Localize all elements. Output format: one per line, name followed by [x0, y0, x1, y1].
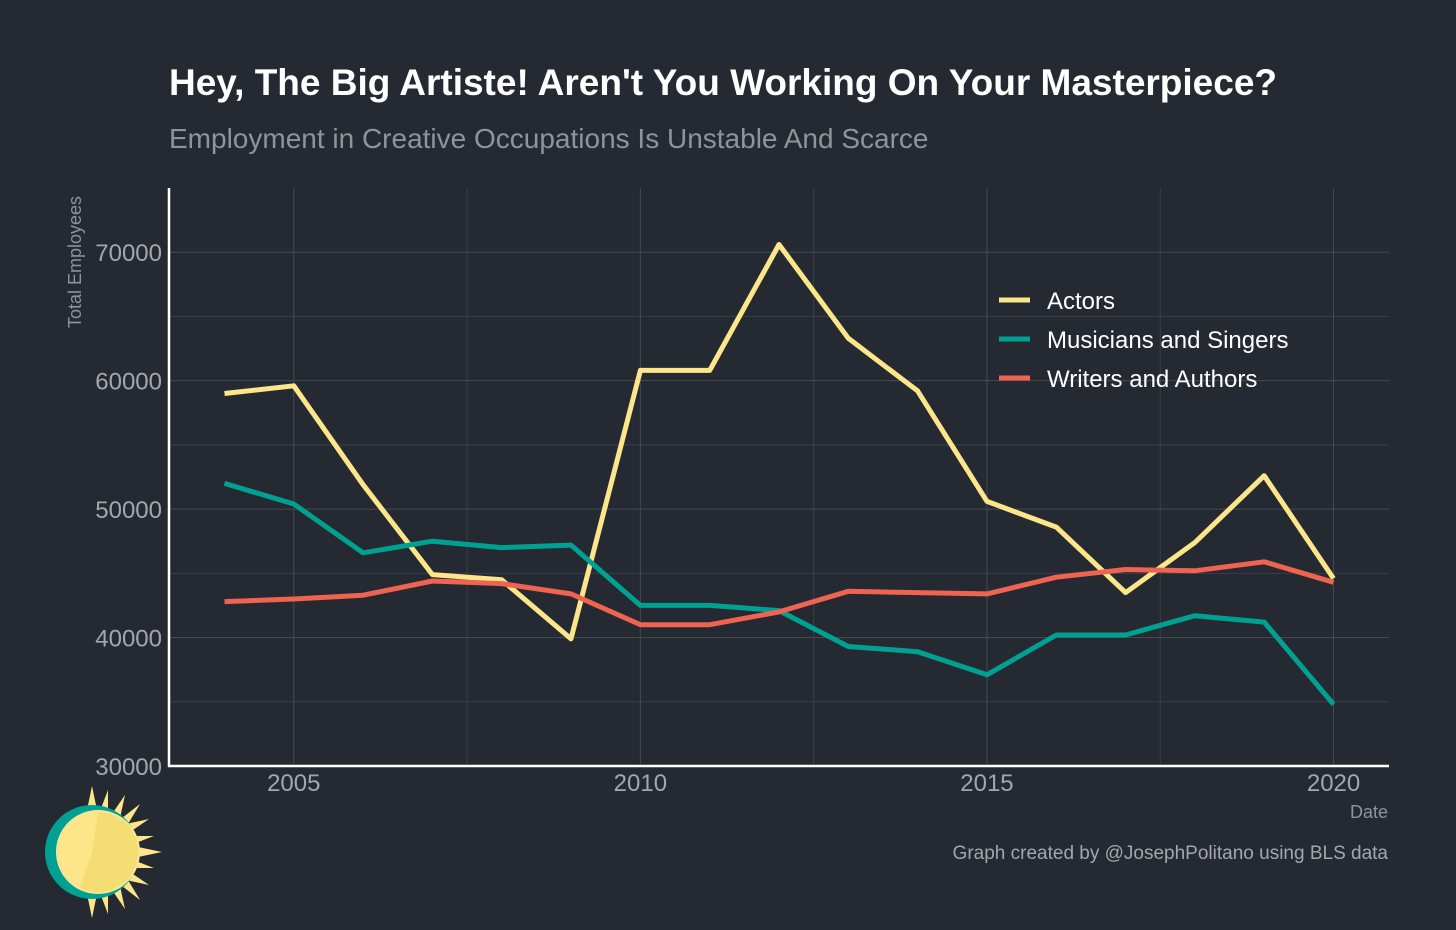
y-tick-label: 70000 [95, 240, 162, 267]
x-axis-title: Date [1350, 802, 1388, 822]
series-layer [223, 242, 1336, 706]
y-tick-label: 30000 [95, 754, 162, 781]
x-tick-label: 2005 [267, 770, 320, 797]
y-tick-label: 50000 [95, 497, 162, 524]
grid [169, 188, 1389, 766]
legend: Actors Musicians and Singers Writers and A… [999, 288, 1288, 393]
legend-label-writers-and-authors: Writers and Authors [1047, 366, 1257, 393]
series-line-writers-and-authors [224, 559, 1335, 628]
chart-title: Hey, The Big Artiste! Aren't You Working… [169, 62, 1277, 103]
y-tick-label: 40000 [95, 626, 162, 653]
x-tick-label: 2010 [614, 770, 667, 797]
axes: 30000 40000 50000 60000 70000 2005 2010 2015 202… [95, 188, 1389, 797]
sun-logo-icon [45, 786, 162, 918]
y-tick-label: 60000 [95, 369, 162, 396]
series-line-actors [224, 242, 1336, 642]
series-line-musicians-and-singers [223, 481, 1336, 706]
chart-subtitle: Employment in Creative Occupations Is Un… [169, 123, 928, 154]
legend-label-actors: Actors [1047, 288, 1115, 315]
y-axis-title: Total Employees [65, 196, 85, 328]
x-tick-label: 2020 [1307, 770, 1360, 797]
x-tick-label: 2015 [960, 770, 1013, 797]
legend-label-musicians-and-singers: Musicians and Singers [1047, 327, 1288, 354]
credit-text: Graph created by @JosephPolitano using B… [953, 843, 1389, 864]
